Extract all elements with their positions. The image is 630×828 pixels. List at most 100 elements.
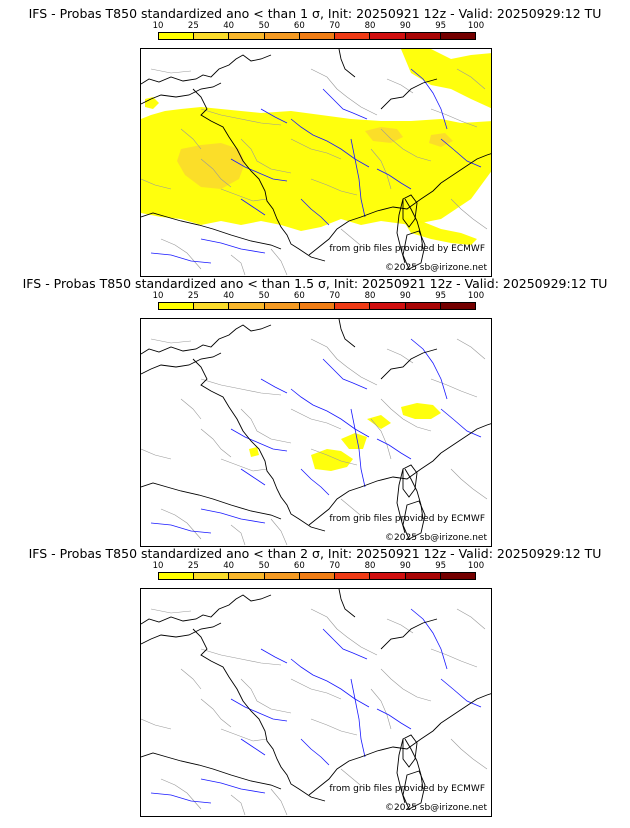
colorbar-tick-label: 70 (329, 561, 341, 571)
border-line (370, 148, 392, 190)
coastline (192, 628, 326, 802)
island-coastline (402, 194, 418, 228)
colorbar-segment (335, 573, 371, 579)
border-line (150, 608, 192, 614)
probability-area (177, 143, 245, 189)
border-line (456, 608, 486, 630)
river-line (240, 198, 266, 216)
border-line (340, 228, 366, 250)
colorbar-segment (264, 33, 300, 39)
border-line (160, 508, 202, 540)
coastline (338, 49, 356, 78)
border-line (456, 338, 486, 360)
border-line (386, 78, 414, 94)
colorbar-tick-label: 40 (223, 561, 235, 571)
border-line (200, 648, 282, 666)
coastline (396, 468, 406, 534)
colorbar (158, 302, 476, 310)
border-line (141, 178, 172, 190)
probability-map: from grib files provided by ECMWF ©2025 … (140, 588, 492, 817)
border-line (270, 518, 288, 546)
coastline (396, 198, 406, 264)
border-line (230, 254, 246, 276)
river-line (230, 158, 288, 182)
border-line (380, 668, 432, 702)
colorbar-tick-label: 70 (329, 291, 341, 301)
border-line (290, 138, 342, 160)
colorbar-tick-label: 90 (399, 561, 411, 571)
border-line (180, 398, 202, 420)
border-line (310, 448, 358, 466)
river-line (260, 648, 288, 664)
coastline (141, 54, 272, 85)
coastline (396, 738, 406, 804)
coastline (380, 78, 438, 110)
probability-map: from grib files provided by ECMWF ©2025 … (140, 48, 492, 277)
border-line (150, 68, 192, 74)
river-line (230, 698, 288, 722)
coastline (380, 348, 438, 380)
border-line (456, 68, 486, 90)
colorbar-segment (405, 33, 441, 39)
copyright-credit: ©2025 sb@irizone.net (385, 533, 487, 543)
coastline (141, 212, 282, 250)
colorbar-segment (335, 33, 371, 39)
colorbar-segment (264, 303, 300, 309)
copyright-credit: ©2025 sb@irizone.net (385, 263, 487, 273)
colorbar-segment (440, 573, 475, 579)
river-line (200, 238, 266, 254)
river-line (260, 108, 288, 124)
coastline (141, 324, 272, 355)
colorbar-tick-label: 25 (187, 561, 199, 571)
colorbar-segment (229, 303, 265, 309)
river-line (260, 378, 288, 394)
border-line (450, 198, 488, 230)
border-line (220, 728, 268, 742)
island-coastline (402, 500, 426, 540)
coastline (404, 468, 424, 520)
colorbar-segment (229, 33, 265, 39)
panel-1: IFS - Probas T850 standardized ano < tha… (0, 6, 630, 277)
panel-title: IFS - Probas T850 standardized ano < tha… (22, 276, 608, 291)
probability-map: from grib files provided by ECMWF ©2025 … (140, 318, 492, 547)
colorbar-tick-label: 25 (187, 291, 199, 301)
river-line (290, 388, 370, 438)
border-line (230, 794, 246, 816)
border-line (200, 108, 282, 126)
colorbar-tick-label: 50 (258, 21, 270, 31)
river-line (150, 792, 212, 804)
river-line (322, 88, 368, 120)
colorbar-tick-label: 10 (152, 21, 164, 31)
colorbar-segment (264, 573, 300, 579)
river-line (240, 468, 266, 486)
colorbar-segment (159, 303, 195, 309)
river-line (440, 408, 482, 438)
border-line (380, 128, 432, 162)
colorbar-tick-label: 80 (364, 291, 376, 301)
colorbar-ticks: 10 25 40 50 60 70 80 90 95 100 (153, 561, 485, 571)
border-line (290, 408, 342, 430)
coastline (338, 589, 356, 618)
border-line (200, 378, 282, 396)
river-line (230, 428, 288, 452)
border-line (310, 718, 358, 736)
coastline (141, 622, 222, 645)
border-line (310, 338, 378, 386)
colorbar-segment (405, 303, 441, 309)
border-line (270, 788, 288, 816)
colorbar-segment (440, 33, 475, 39)
probability-area (401, 49, 491, 109)
probability-area (249, 447, 259, 457)
coastline (141, 352, 222, 375)
island-coastline (402, 770, 426, 810)
colorbar-tick-label: 40 (223, 21, 235, 31)
river-line (410, 68, 448, 130)
border-line (270, 248, 288, 276)
panel-title: IFS - Probas T850 standardized ano < tha… (28, 546, 602, 561)
river-line (240, 738, 266, 756)
colorbar-tick-label: 60 (293, 561, 305, 571)
coastline (380, 618, 438, 650)
river-line (350, 408, 366, 488)
border-line (310, 68, 378, 116)
colorbar-segment (370, 573, 406, 579)
